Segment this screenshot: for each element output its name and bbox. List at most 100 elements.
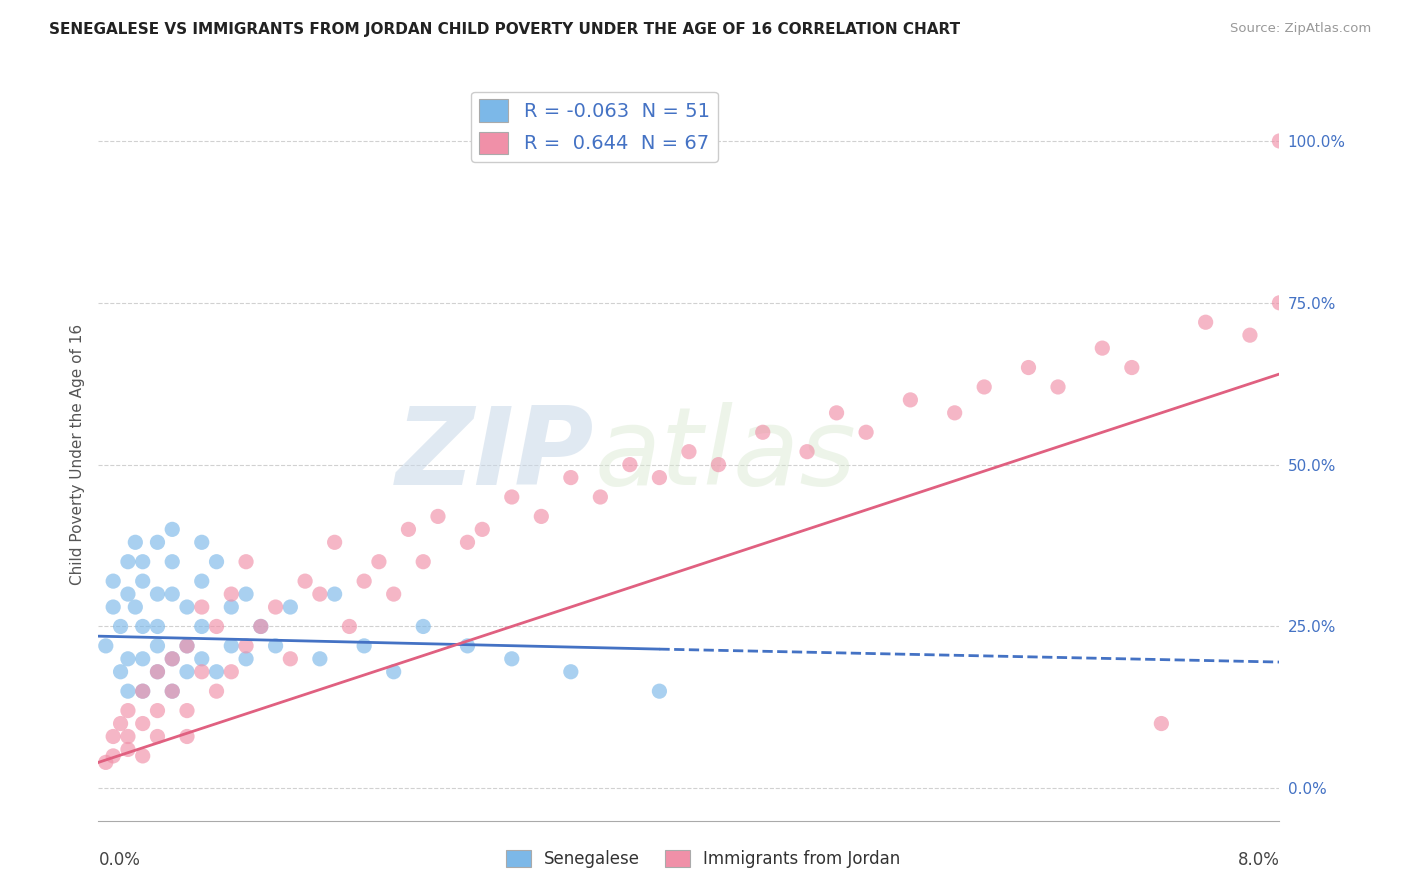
Point xyxy=(132,652,155,666)
Point xyxy=(1195,315,1218,329)
Point xyxy=(146,535,169,549)
Point xyxy=(146,587,169,601)
Point xyxy=(162,587,183,601)
Point xyxy=(309,587,332,601)
Point xyxy=(103,574,125,589)
Point xyxy=(530,509,553,524)
Point xyxy=(294,574,316,589)
Text: 0.0%: 0.0% xyxy=(98,851,141,869)
Point xyxy=(191,619,214,633)
Point xyxy=(176,665,198,679)
Point xyxy=(943,406,966,420)
Point xyxy=(117,730,139,744)
Point xyxy=(191,665,214,679)
Point xyxy=(412,619,434,633)
Point xyxy=(560,665,582,679)
Point xyxy=(117,555,139,569)
Point xyxy=(457,639,479,653)
Text: SENEGALESE VS IMMIGRANTS FROM JORDAN CHILD POVERTY UNDER THE AGE OF 16 CORRELATI: SENEGALESE VS IMMIGRANTS FROM JORDAN CHI… xyxy=(49,22,960,37)
Point xyxy=(1239,328,1261,343)
Point xyxy=(457,535,479,549)
Point xyxy=(221,639,243,653)
Point xyxy=(176,600,198,615)
Point xyxy=(1018,360,1040,375)
Legend: Senegalese, Immigrants from Jordan: Senegalese, Immigrants from Jordan xyxy=(499,843,907,875)
Point xyxy=(124,535,146,549)
Point xyxy=(235,587,257,601)
Point xyxy=(323,535,346,549)
Point xyxy=(103,600,125,615)
Point xyxy=(412,555,434,569)
Point xyxy=(309,652,332,666)
Point xyxy=(110,665,132,679)
Point xyxy=(825,406,848,420)
Point xyxy=(191,600,214,615)
Point xyxy=(382,665,405,679)
Point xyxy=(162,684,183,698)
Point xyxy=(973,380,995,394)
Point xyxy=(427,509,450,524)
Text: ZIP: ZIP xyxy=(396,402,595,508)
Point xyxy=(132,619,155,633)
Point xyxy=(191,535,214,549)
Point xyxy=(176,639,198,653)
Point xyxy=(1298,277,1320,291)
Point xyxy=(1327,263,1350,277)
Point xyxy=(1091,341,1114,355)
Point xyxy=(205,665,228,679)
Text: atlas: atlas xyxy=(595,402,856,508)
Point xyxy=(132,555,155,569)
Point xyxy=(235,652,257,666)
Point xyxy=(501,490,523,504)
Point xyxy=(221,665,243,679)
Legend: R = -0.063  N = 51, R =  0.644  N = 67: R = -0.063 N = 51, R = 0.644 N = 67 xyxy=(471,92,717,161)
Text: Source: ZipAtlas.com: Source: ZipAtlas.com xyxy=(1230,22,1371,36)
Point xyxy=(368,555,391,569)
Point xyxy=(146,639,169,653)
Point xyxy=(117,652,139,666)
Point xyxy=(648,470,671,484)
Point xyxy=(205,619,228,633)
Point xyxy=(117,704,139,718)
Point xyxy=(162,652,183,666)
Point xyxy=(146,619,169,633)
Point xyxy=(162,555,183,569)
Point xyxy=(132,574,155,589)
Point xyxy=(280,600,302,615)
Point xyxy=(323,587,346,601)
Point xyxy=(103,748,125,763)
Point xyxy=(146,665,169,679)
Point xyxy=(103,730,125,744)
Point xyxy=(1268,295,1291,310)
Point xyxy=(110,619,132,633)
Point xyxy=(264,600,287,615)
Point xyxy=(398,522,420,536)
Point xyxy=(94,756,117,770)
Point xyxy=(191,652,214,666)
Point xyxy=(94,639,117,653)
Point xyxy=(250,619,273,633)
Point xyxy=(117,742,139,756)
Point xyxy=(264,639,287,653)
Point xyxy=(235,555,257,569)
Point xyxy=(619,458,641,472)
Point xyxy=(589,490,612,504)
Point xyxy=(250,619,273,633)
Point xyxy=(221,587,243,601)
Y-axis label: Child Poverty Under the Age of 16: Child Poverty Under the Age of 16 xyxy=(69,325,84,585)
Point xyxy=(678,444,700,458)
Point xyxy=(382,587,405,601)
Point xyxy=(221,600,243,615)
Point xyxy=(132,684,155,698)
Point xyxy=(1150,716,1173,731)
Point xyxy=(176,704,198,718)
Point xyxy=(707,458,730,472)
Point xyxy=(855,425,877,440)
Point xyxy=(146,730,169,744)
Point xyxy=(501,652,523,666)
Point xyxy=(1268,134,1291,148)
Point xyxy=(117,587,139,601)
Point xyxy=(1121,360,1143,375)
Point xyxy=(176,730,198,744)
Point xyxy=(280,652,302,666)
